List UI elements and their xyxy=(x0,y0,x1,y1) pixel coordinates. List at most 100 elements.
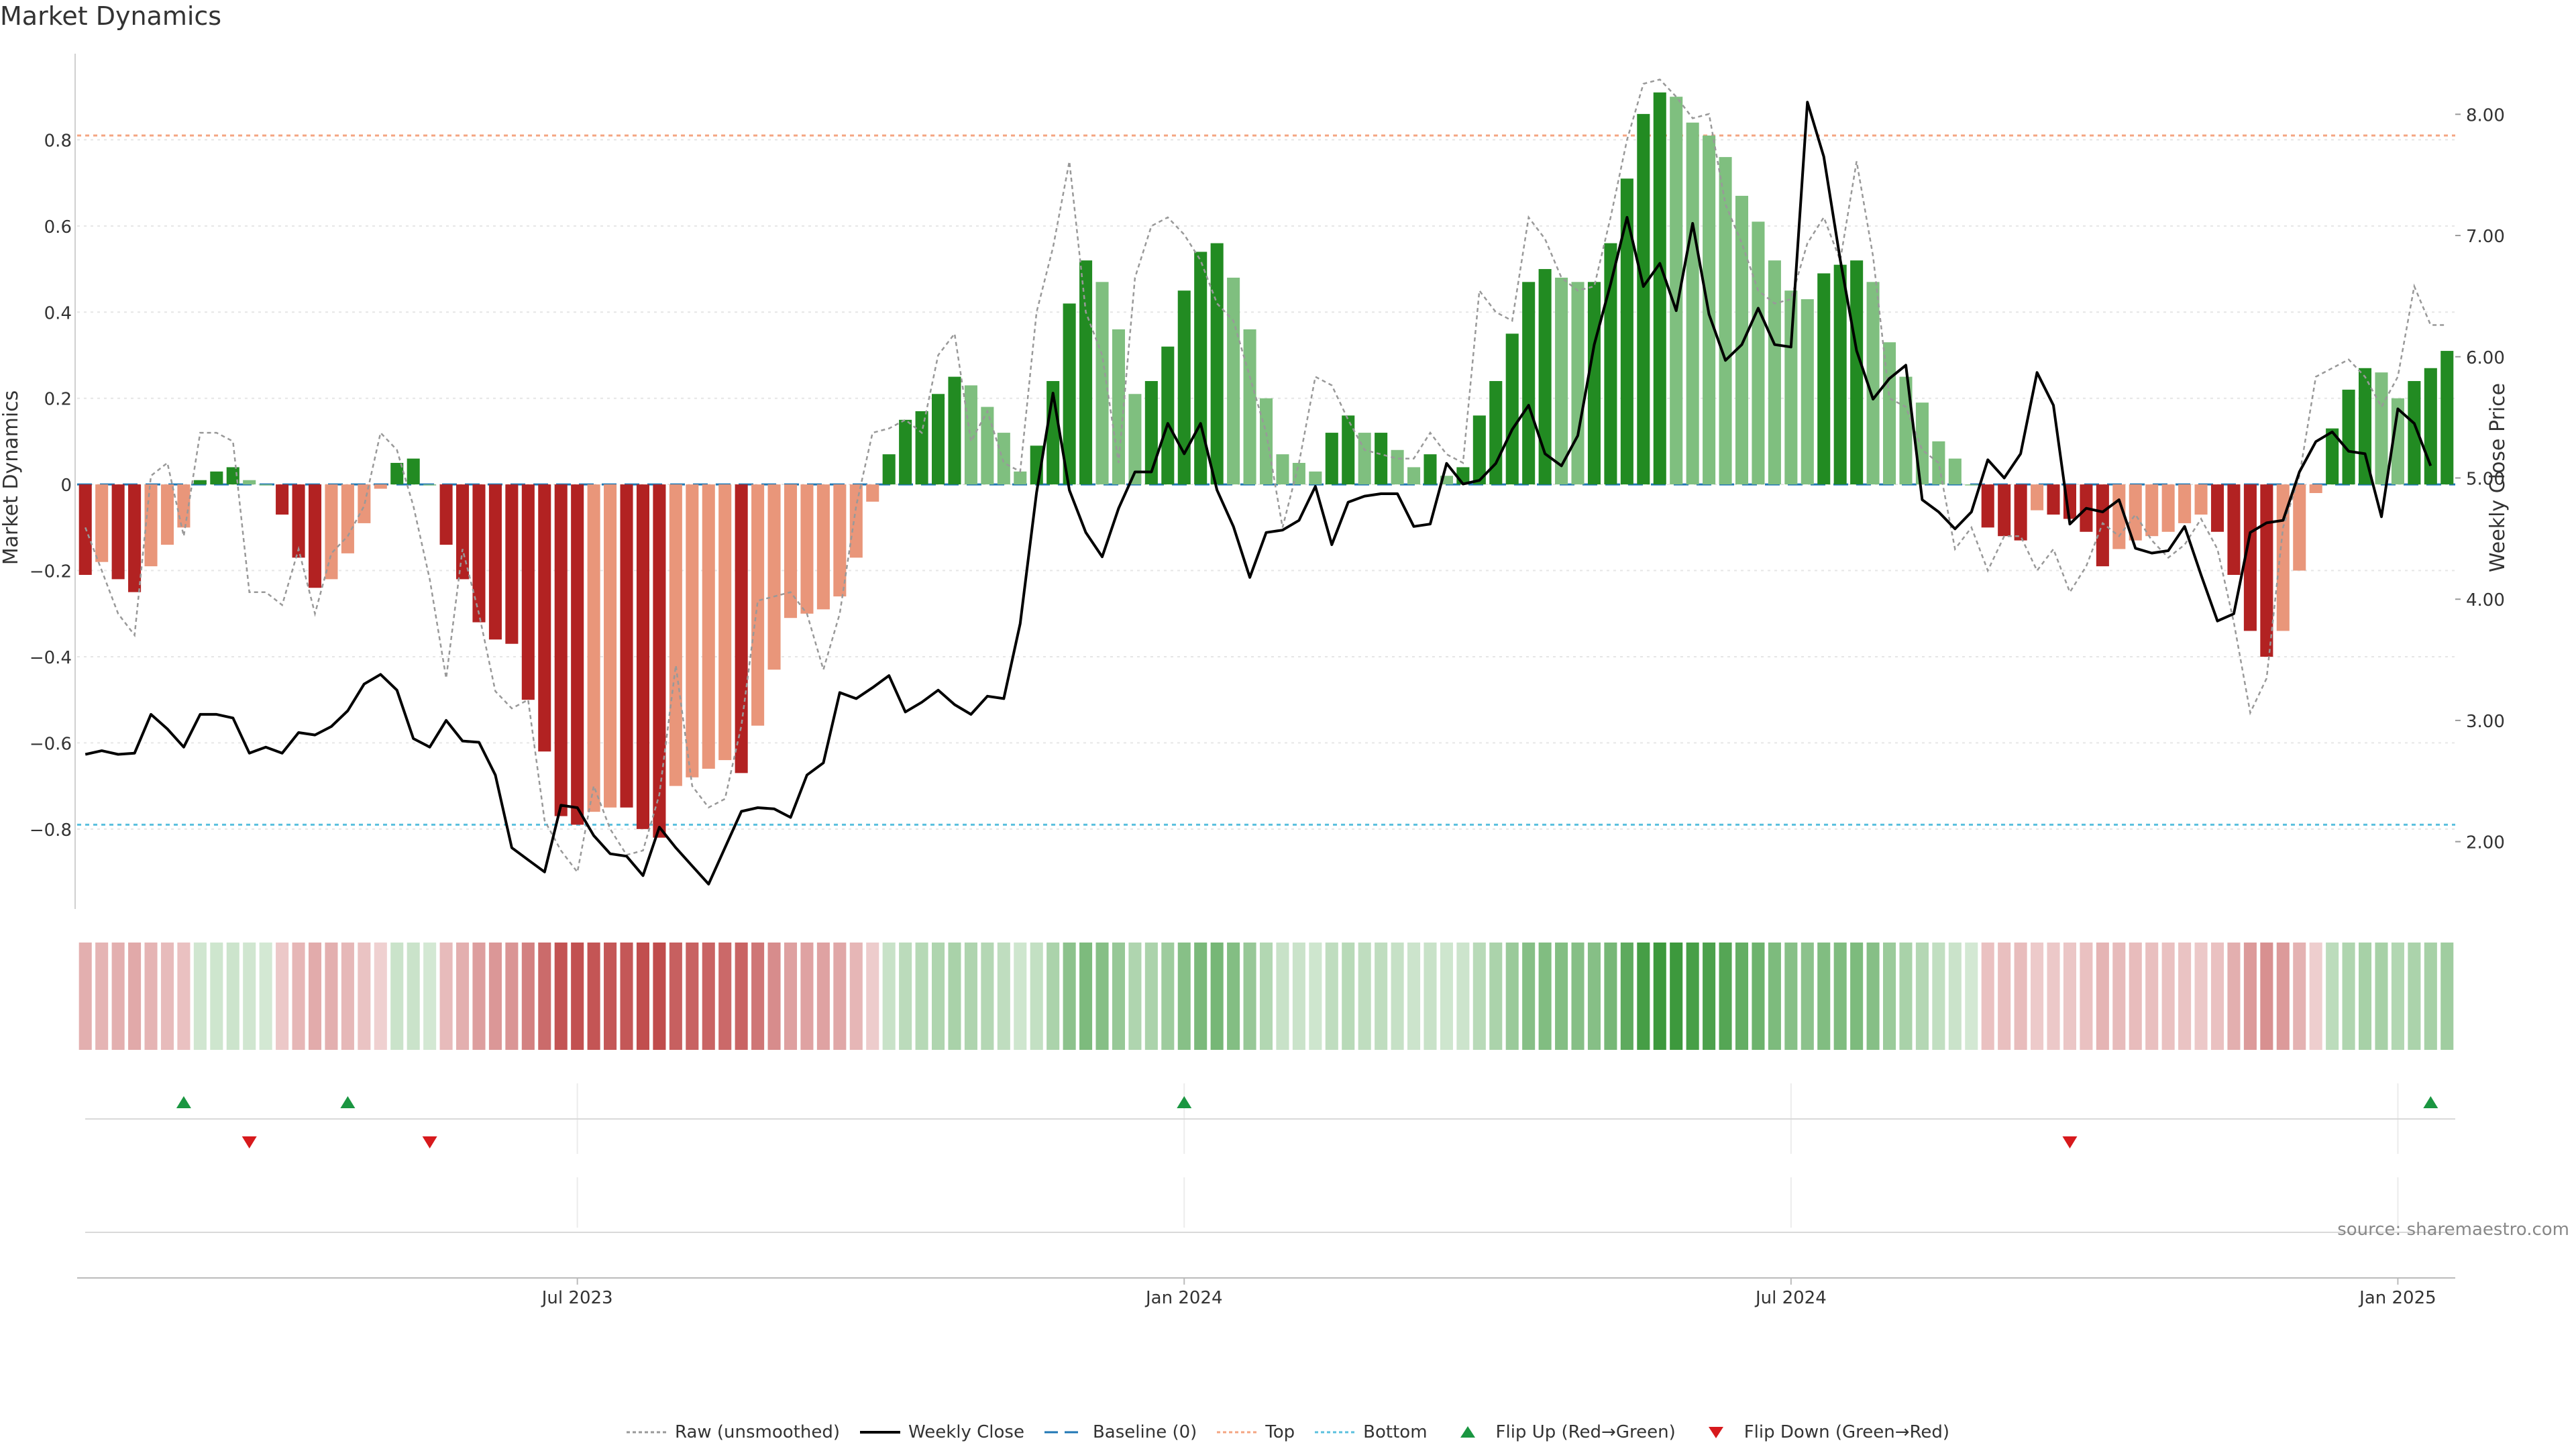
regime-cell xyxy=(538,943,551,1050)
momentum-bar xyxy=(735,484,748,773)
momentum-bar xyxy=(1587,282,1601,485)
momentum-bar xyxy=(849,484,863,558)
momentum-bar xyxy=(915,411,928,485)
regime-cell xyxy=(1325,943,1338,1050)
x-tick-label: Jan 2024 xyxy=(1144,1288,1223,1308)
regime-cell xyxy=(2375,943,2388,1050)
regime-cell xyxy=(128,943,142,1050)
regime-cell xyxy=(2014,943,2027,1050)
regime-cell xyxy=(1489,943,1503,1050)
momentum-bar xyxy=(964,385,977,485)
regime-cell xyxy=(981,943,994,1050)
regime-cell xyxy=(1965,943,1978,1050)
regime-cell xyxy=(1719,943,1732,1050)
legend-item: Flip Up (Red→Green) xyxy=(1448,1422,1676,1442)
regime-cell xyxy=(2161,943,2175,1050)
momentum-bar xyxy=(193,480,207,485)
legend-label: Top xyxy=(1265,1422,1295,1442)
momentum-bar xyxy=(833,484,847,597)
momentum-bar xyxy=(587,484,600,812)
momentum-bar xyxy=(800,484,814,614)
regime-cell xyxy=(111,943,125,1050)
regime-cell xyxy=(1620,943,1633,1050)
right-tick-label: 7.00 xyxy=(2466,227,2505,247)
momentum-bar xyxy=(1965,484,1978,486)
momentum-bar xyxy=(1833,264,1847,485)
regime-cell xyxy=(2080,943,2093,1050)
regime-cell xyxy=(833,943,847,1050)
regime-cell xyxy=(1752,943,1765,1050)
momentum-bar xyxy=(1768,260,1781,485)
right-tick-label: 8.00 xyxy=(2466,105,2505,125)
momentum-bar xyxy=(2358,368,2372,485)
regime-cell xyxy=(686,943,699,1050)
momentum-bar xyxy=(2440,351,2454,485)
flip-up-marker xyxy=(176,1096,191,1108)
regime-cell xyxy=(276,943,289,1050)
momentum-bar xyxy=(1342,415,1355,485)
momentum-bar xyxy=(2309,484,2322,493)
regime-cell xyxy=(1227,943,1240,1050)
momentum-bar xyxy=(259,484,272,486)
momentum-bar xyxy=(1899,376,1913,485)
momentum-bar xyxy=(816,484,830,610)
source-note: source: sharemaestro.com xyxy=(2337,1220,2569,1240)
momentum-bar xyxy=(1670,97,1683,485)
regime-cell xyxy=(1259,943,1273,1050)
regime-cell xyxy=(1768,943,1781,1050)
raw-line xyxy=(85,78,2447,875)
momentum-bar xyxy=(243,480,256,485)
momentum-bar xyxy=(2391,398,2404,485)
regime-cell xyxy=(1243,943,1256,1050)
left-tick-label: 0.2 xyxy=(44,390,72,410)
momentum-bar xyxy=(423,484,437,486)
left-tick-label: 0.6 xyxy=(44,217,72,237)
momentum-bar xyxy=(2243,484,2257,631)
flip-up-marker xyxy=(340,1096,356,1108)
legend-item: Bottom xyxy=(1315,1422,1428,1442)
regime-cell xyxy=(2440,943,2454,1050)
momentum-bar xyxy=(439,484,453,545)
regime-cell xyxy=(571,943,584,1050)
momentum-bar xyxy=(931,394,945,485)
momentum-bar xyxy=(948,376,961,485)
regime-cell xyxy=(341,943,354,1050)
flip-down-marker xyxy=(422,1136,437,1148)
right-tick-label: 4.00 xyxy=(2466,590,2505,610)
regime-cell xyxy=(1703,943,1716,1050)
momentum-bar xyxy=(1424,454,1437,485)
legend-label: Flip Up (Red→Green) xyxy=(1495,1422,1676,1442)
left-tick-label: −0.4 xyxy=(30,648,72,668)
regime-cell xyxy=(1981,943,1994,1050)
regime-cell xyxy=(1653,943,1666,1050)
momentum-bar xyxy=(472,484,486,623)
weekly-close-line xyxy=(85,101,2432,885)
regime-cell xyxy=(1063,943,1076,1050)
momentum-bar xyxy=(1276,454,1289,485)
regime-cell xyxy=(1391,943,1404,1050)
regime-cell xyxy=(1833,943,1847,1050)
momentum-bar xyxy=(2031,484,2044,511)
momentum-bar xyxy=(407,458,420,485)
regime-cell xyxy=(604,943,617,1050)
momentum-bar xyxy=(1375,433,1388,485)
regime-cell xyxy=(866,943,879,1050)
regime-cell xyxy=(1177,943,1191,1050)
momentum-bar xyxy=(1112,329,1126,485)
left-tick-label: 0 xyxy=(60,476,72,496)
regime-cell xyxy=(2096,943,2109,1050)
regime-cell xyxy=(816,943,830,1050)
regime-cell xyxy=(488,943,502,1050)
momentum-bar xyxy=(2014,484,2027,541)
left-tick-label: −0.2 xyxy=(30,562,72,582)
regime-cell xyxy=(1128,943,1142,1050)
momentum-bar xyxy=(505,484,519,644)
regime-cell xyxy=(1079,943,1093,1050)
momentum-bar xyxy=(571,484,584,825)
regime-cell xyxy=(1014,943,1027,1050)
regime-cell xyxy=(702,943,715,1050)
regime-cell xyxy=(1456,943,1470,1050)
momentum-bar xyxy=(2326,428,2339,485)
regime-cell xyxy=(1555,943,1568,1050)
left-tick-label: 0.4 xyxy=(44,303,72,323)
